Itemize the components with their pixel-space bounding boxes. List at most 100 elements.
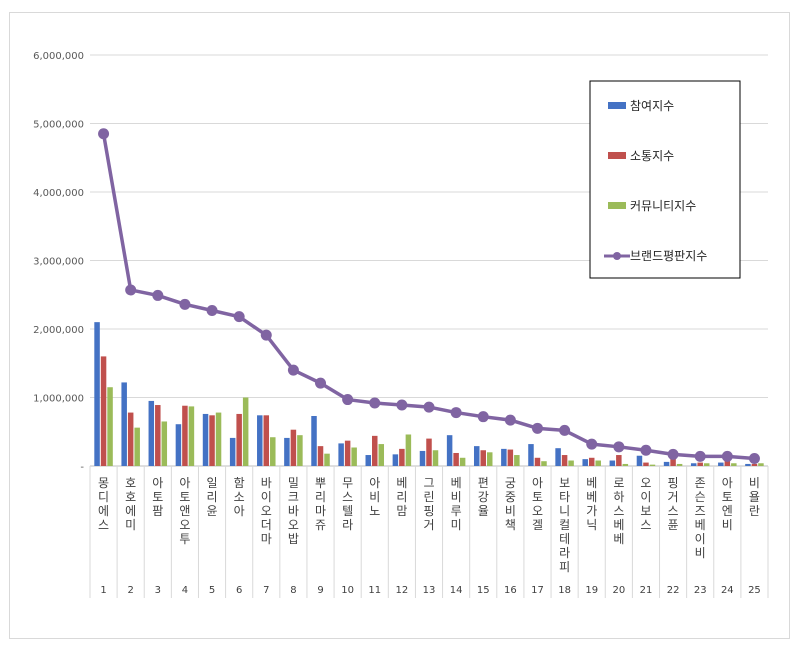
bar: [175, 424, 182, 466]
bar: [107, 387, 113, 466]
line-point: [315, 377, 327, 389]
bar: [595, 460, 601, 466]
x-rank-label: 2: [127, 585, 133, 596]
line-point: [369, 397, 381, 409]
x-rank-label: 24: [721, 585, 734, 596]
bar: [643, 462, 649, 466]
bar: [127, 412, 134, 466]
bar: [399, 448, 405, 466]
legend-label: 커뮤니티지수: [630, 199, 696, 213]
y-tick-label: -: [80, 462, 84, 473]
line-point: [721, 450, 733, 462]
bar: [284, 437, 290, 466]
x-rank-label: 23: [694, 585, 707, 596]
line-point: [504, 414, 516, 426]
x-rank-label: 5: [209, 585, 215, 596]
bar: [426, 438, 432, 466]
bar: [751, 463, 758, 466]
bar: [690, 463, 697, 466]
legend-swatch: [608, 102, 626, 109]
legend-label: 브랜드평판지수: [630, 249, 707, 263]
bar: [229, 437, 236, 466]
bar: [182, 405, 188, 466]
x-rank-label: 20: [612, 585, 625, 596]
line-point: [667, 448, 679, 460]
bar: [622, 463, 629, 466]
line-point: [531, 422, 543, 434]
bar: [758, 463, 764, 466]
bar: [317, 446, 324, 466]
y-axis: - 1,000,000 2,000,000 3,000,000 4,000,000 5,0…: [33, 51, 84, 473]
bar: [134, 427, 140, 466]
line-point: [396, 399, 408, 411]
x-rank-label: 10: [341, 585, 354, 596]
bar: [582, 459, 588, 466]
line-point: [640, 444, 652, 456]
chart-frame: - 1,000,000 2,000,000 3,000,000 4,000,000 5,0…: [9, 12, 790, 639]
line-point: [423, 401, 435, 413]
bar: [514, 455, 520, 466]
bar: [670, 457, 676, 466]
bar: [480, 450, 486, 466]
bar: [155, 405, 161, 466]
bar: [351, 447, 357, 466]
y-tick-label: 2,000,000: [33, 325, 84, 336]
line-point: [233, 311, 245, 323]
x-rank-label: 22: [667, 585, 680, 596]
bar: [649, 464, 656, 466]
x-rank-label: 18: [558, 585, 571, 596]
line-point: [152, 289, 164, 301]
bar: [188, 406, 195, 466]
legend-swatch: [608, 152, 626, 159]
legend-swatch: [608, 202, 626, 209]
line-series: [98, 128, 760, 464]
bar: [446, 435, 453, 466]
x-axis: 몽 디 에 스 1 호 호 에 미 2 아 토 팜 3 아 토 앤 오 투 4 일 리 윤 5 함 소 아 6 바 이 오 더 마 7 밀 크 바 오 밥 8…: [89, 466, 769, 598]
bar: [263, 415, 270, 466]
bar: [453, 452, 459, 466]
bar: [609, 460, 616, 466]
bar: [202, 413, 209, 466]
y-tick-label: 4,000,000: [33, 188, 84, 199]
x-rank-label: 1: [100, 585, 106, 596]
line-point: [477, 411, 489, 423]
bar: [501, 448, 507, 466]
y-tick-label: 3,000,000: [33, 257, 84, 268]
bar: [486, 452, 493, 466]
bar: [534, 457, 541, 466]
bar: [745, 463, 751, 466]
x-rank-label: 17: [531, 585, 544, 596]
bar: [297, 435, 303, 466]
x-rank-label: 11: [368, 585, 381, 596]
bar: [663, 461, 670, 466]
line-point: [206, 305, 218, 317]
bar: [344, 440, 351, 466]
bar: [94, 322, 100, 466]
line-point: [559, 424, 571, 436]
x-rank-label: 4: [182, 585, 188, 596]
line-point: [179, 298, 191, 310]
bar: [507, 449, 514, 466]
bar: [100, 356, 107, 466]
bar: [588, 457, 595, 466]
gridlines: [90, 54, 768, 467]
bar: [236, 413, 242, 466]
bar: [636, 455, 643, 466]
x-rank-label: 25: [748, 585, 761, 596]
